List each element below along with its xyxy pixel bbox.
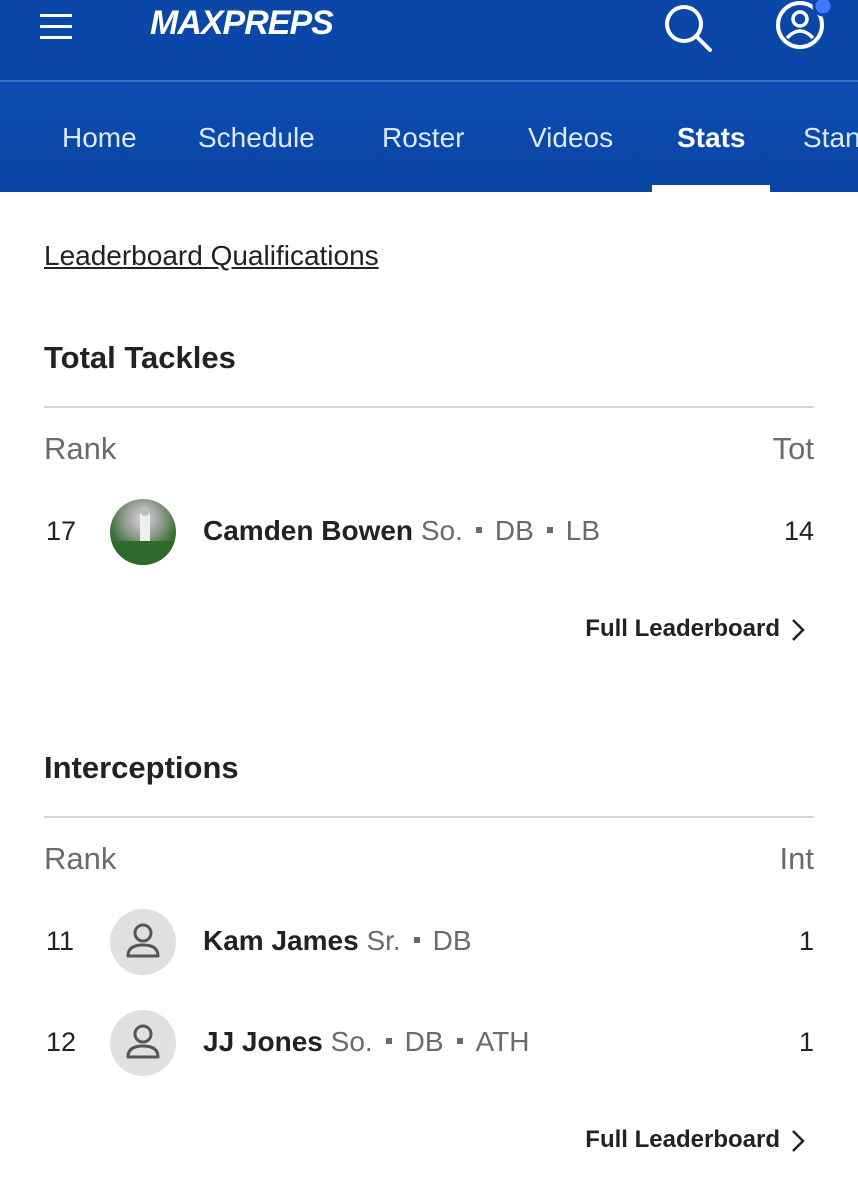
section-rule xyxy=(44,816,814,818)
detail: DB xyxy=(401,925,472,956)
detail: So. xyxy=(330,1026,373,1057)
detail: DB xyxy=(373,1026,444,1057)
player-details: So. DB ATH xyxy=(331,1026,530,1057)
detail: So. xyxy=(420,515,463,546)
search-icon[interactable] xyxy=(660,2,716,54)
tab-bar: Home Schedule Roster Videos Stats Standings xyxy=(0,82,858,192)
player-photo xyxy=(110,506,176,565)
detail: Sr. xyxy=(366,925,401,956)
chevron-icon xyxy=(792,1130,805,1152)
player-details: So. DB LB xyxy=(421,515,600,546)
rank: 11 xyxy=(46,926,75,956)
nav-tab[interactable]: Videos xyxy=(528,122,614,153)
chevron xyxy=(790,617,806,648)
top-bar: MAXPREPS xyxy=(0,0,858,80)
player: Camden Bowen So. DB LB xyxy=(203,515,600,547)
rank-header: Rank xyxy=(44,431,117,466)
avatar xyxy=(110,1010,176,1076)
rank-header: Rank xyxy=(44,841,117,876)
menu-icon[interactable] xyxy=(40,12,74,42)
player-name[interactable]: Camden Bowen xyxy=(203,515,414,546)
nav-tab[interactable]: Schedule xyxy=(198,122,315,153)
player-name[interactable]: JJ Jones xyxy=(203,1026,323,1057)
value-header: Int xyxy=(779,841,814,876)
active-tab-underline xyxy=(652,185,771,192)
person-icon xyxy=(126,923,160,958)
detail: LB xyxy=(534,515,600,546)
account-icon[interactable] xyxy=(770,0,840,56)
nav-tab[interactable]: Home xyxy=(62,122,137,153)
section-rule xyxy=(44,406,814,408)
divider xyxy=(0,80,858,82)
rank: 12 xyxy=(46,1027,77,1057)
stat-value: 1 xyxy=(798,1027,814,1057)
qualifications-link[interactable]: Leaderboard Qualifications xyxy=(44,240,379,271)
chevron xyxy=(790,1128,806,1159)
chevron-icon xyxy=(792,619,805,641)
player-name[interactable]: Kam James xyxy=(203,925,359,956)
full-leaderboard-link[interactable]: Full Leaderboard xyxy=(585,1126,780,1153)
nav-tab[interactable]: Standings xyxy=(803,122,858,153)
full-leaderboard-link[interactable]: Full Leaderboard xyxy=(585,615,780,642)
value-header: Tot xyxy=(772,431,814,466)
player-details: Sr. DB xyxy=(366,925,471,956)
stat-value: 14 xyxy=(783,516,814,546)
detail: DB xyxy=(463,515,534,546)
avatar xyxy=(110,499,176,565)
avatar xyxy=(110,909,176,975)
logo[interactable]: MAXPREPS xyxy=(150,4,334,42)
person-icon xyxy=(126,1024,160,1059)
section-title: Total Tackles xyxy=(44,340,236,375)
stat-value: 1 xyxy=(798,926,814,956)
section-title: Interceptions xyxy=(44,750,239,785)
nav-tab[interactable]: Stats xyxy=(677,122,746,153)
rank: 17 xyxy=(46,516,77,546)
player: JJ Jones So. DB ATH xyxy=(203,1026,530,1058)
player: Kam James Sr. DB xyxy=(203,925,472,957)
detail: ATH xyxy=(444,1026,530,1057)
nav-tab[interactable]: Roster xyxy=(382,122,465,153)
